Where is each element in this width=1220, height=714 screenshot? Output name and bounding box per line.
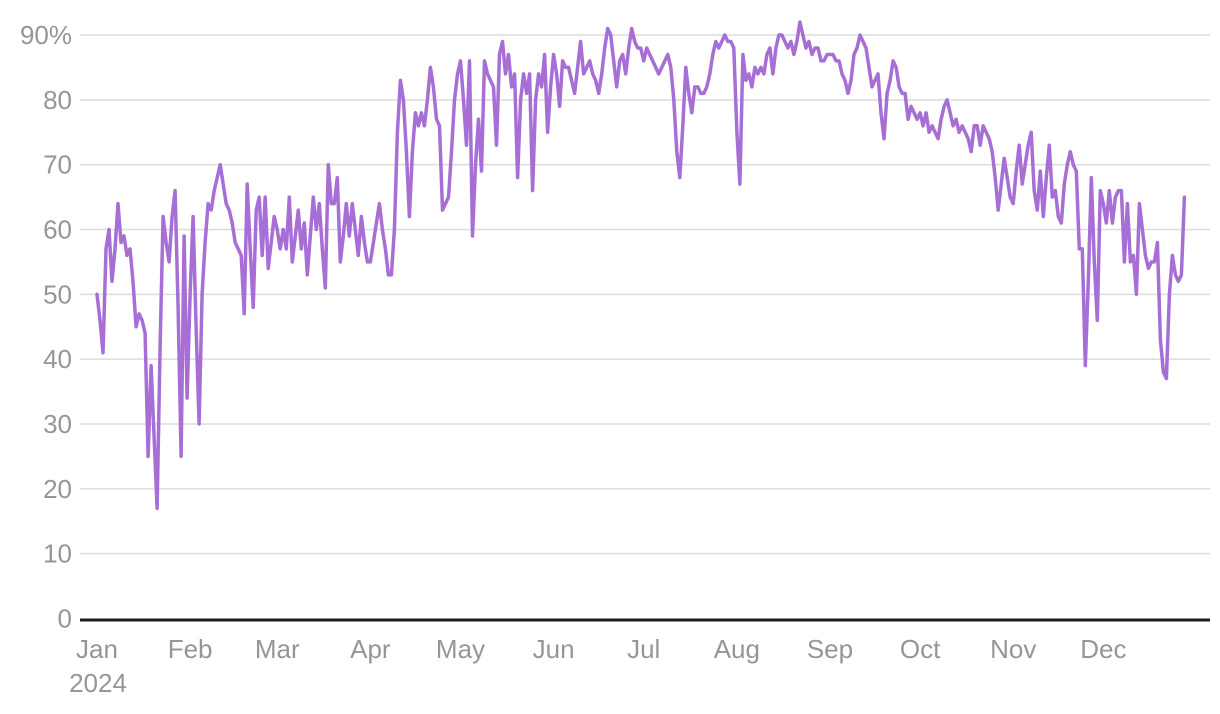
y-tick-label: 40 xyxy=(43,344,72,374)
y-tick-label: 50 xyxy=(43,279,72,309)
x-tick-label: Sep xyxy=(807,634,853,664)
x-tick-label: Nov xyxy=(990,634,1036,664)
y-tick-label: 80 xyxy=(43,85,72,115)
x-tick-label: Dec xyxy=(1080,634,1126,664)
y-tick-label: 10 xyxy=(43,539,72,569)
y-tick-label: 90% xyxy=(20,20,72,50)
y-tick-label: 70 xyxy=(43,150,72,180)
x-tick-label: Apr xyxy=(350,634,391,664)
x-tick-label: Jan xyxy=(76,634,118,664)
x-tick-label: Jun xyxy=(533,634,575,664)
y-tick-label: 0 xyxy=(58,604,72,634)
y-tick-label: 20 xyxy=(43,474,72,504)
x-tick-label: Jul xyxy=(627,634,660,664)
x-tick-label: Oct xyxy=(900,634,941,664)
y-tick-label: 60 xyxy=(43,215,72,245)
x-tick-label: Feb xyxy=(168,634,213,664)
series-line-daily-percentage xyxy=(95,20,1187,511)
x-axis-year-label: 2024 xyxy=(69,668,127,698)
y-tick-label: 30 xyxy=(43,409,72,439)
x-tick-label: Aug xyxy=(714,634,760,664)
x-tick-label: May xyxy=(436,634,485,664)
x-tick-label: Mar xyxy=(255,634,300,664)
